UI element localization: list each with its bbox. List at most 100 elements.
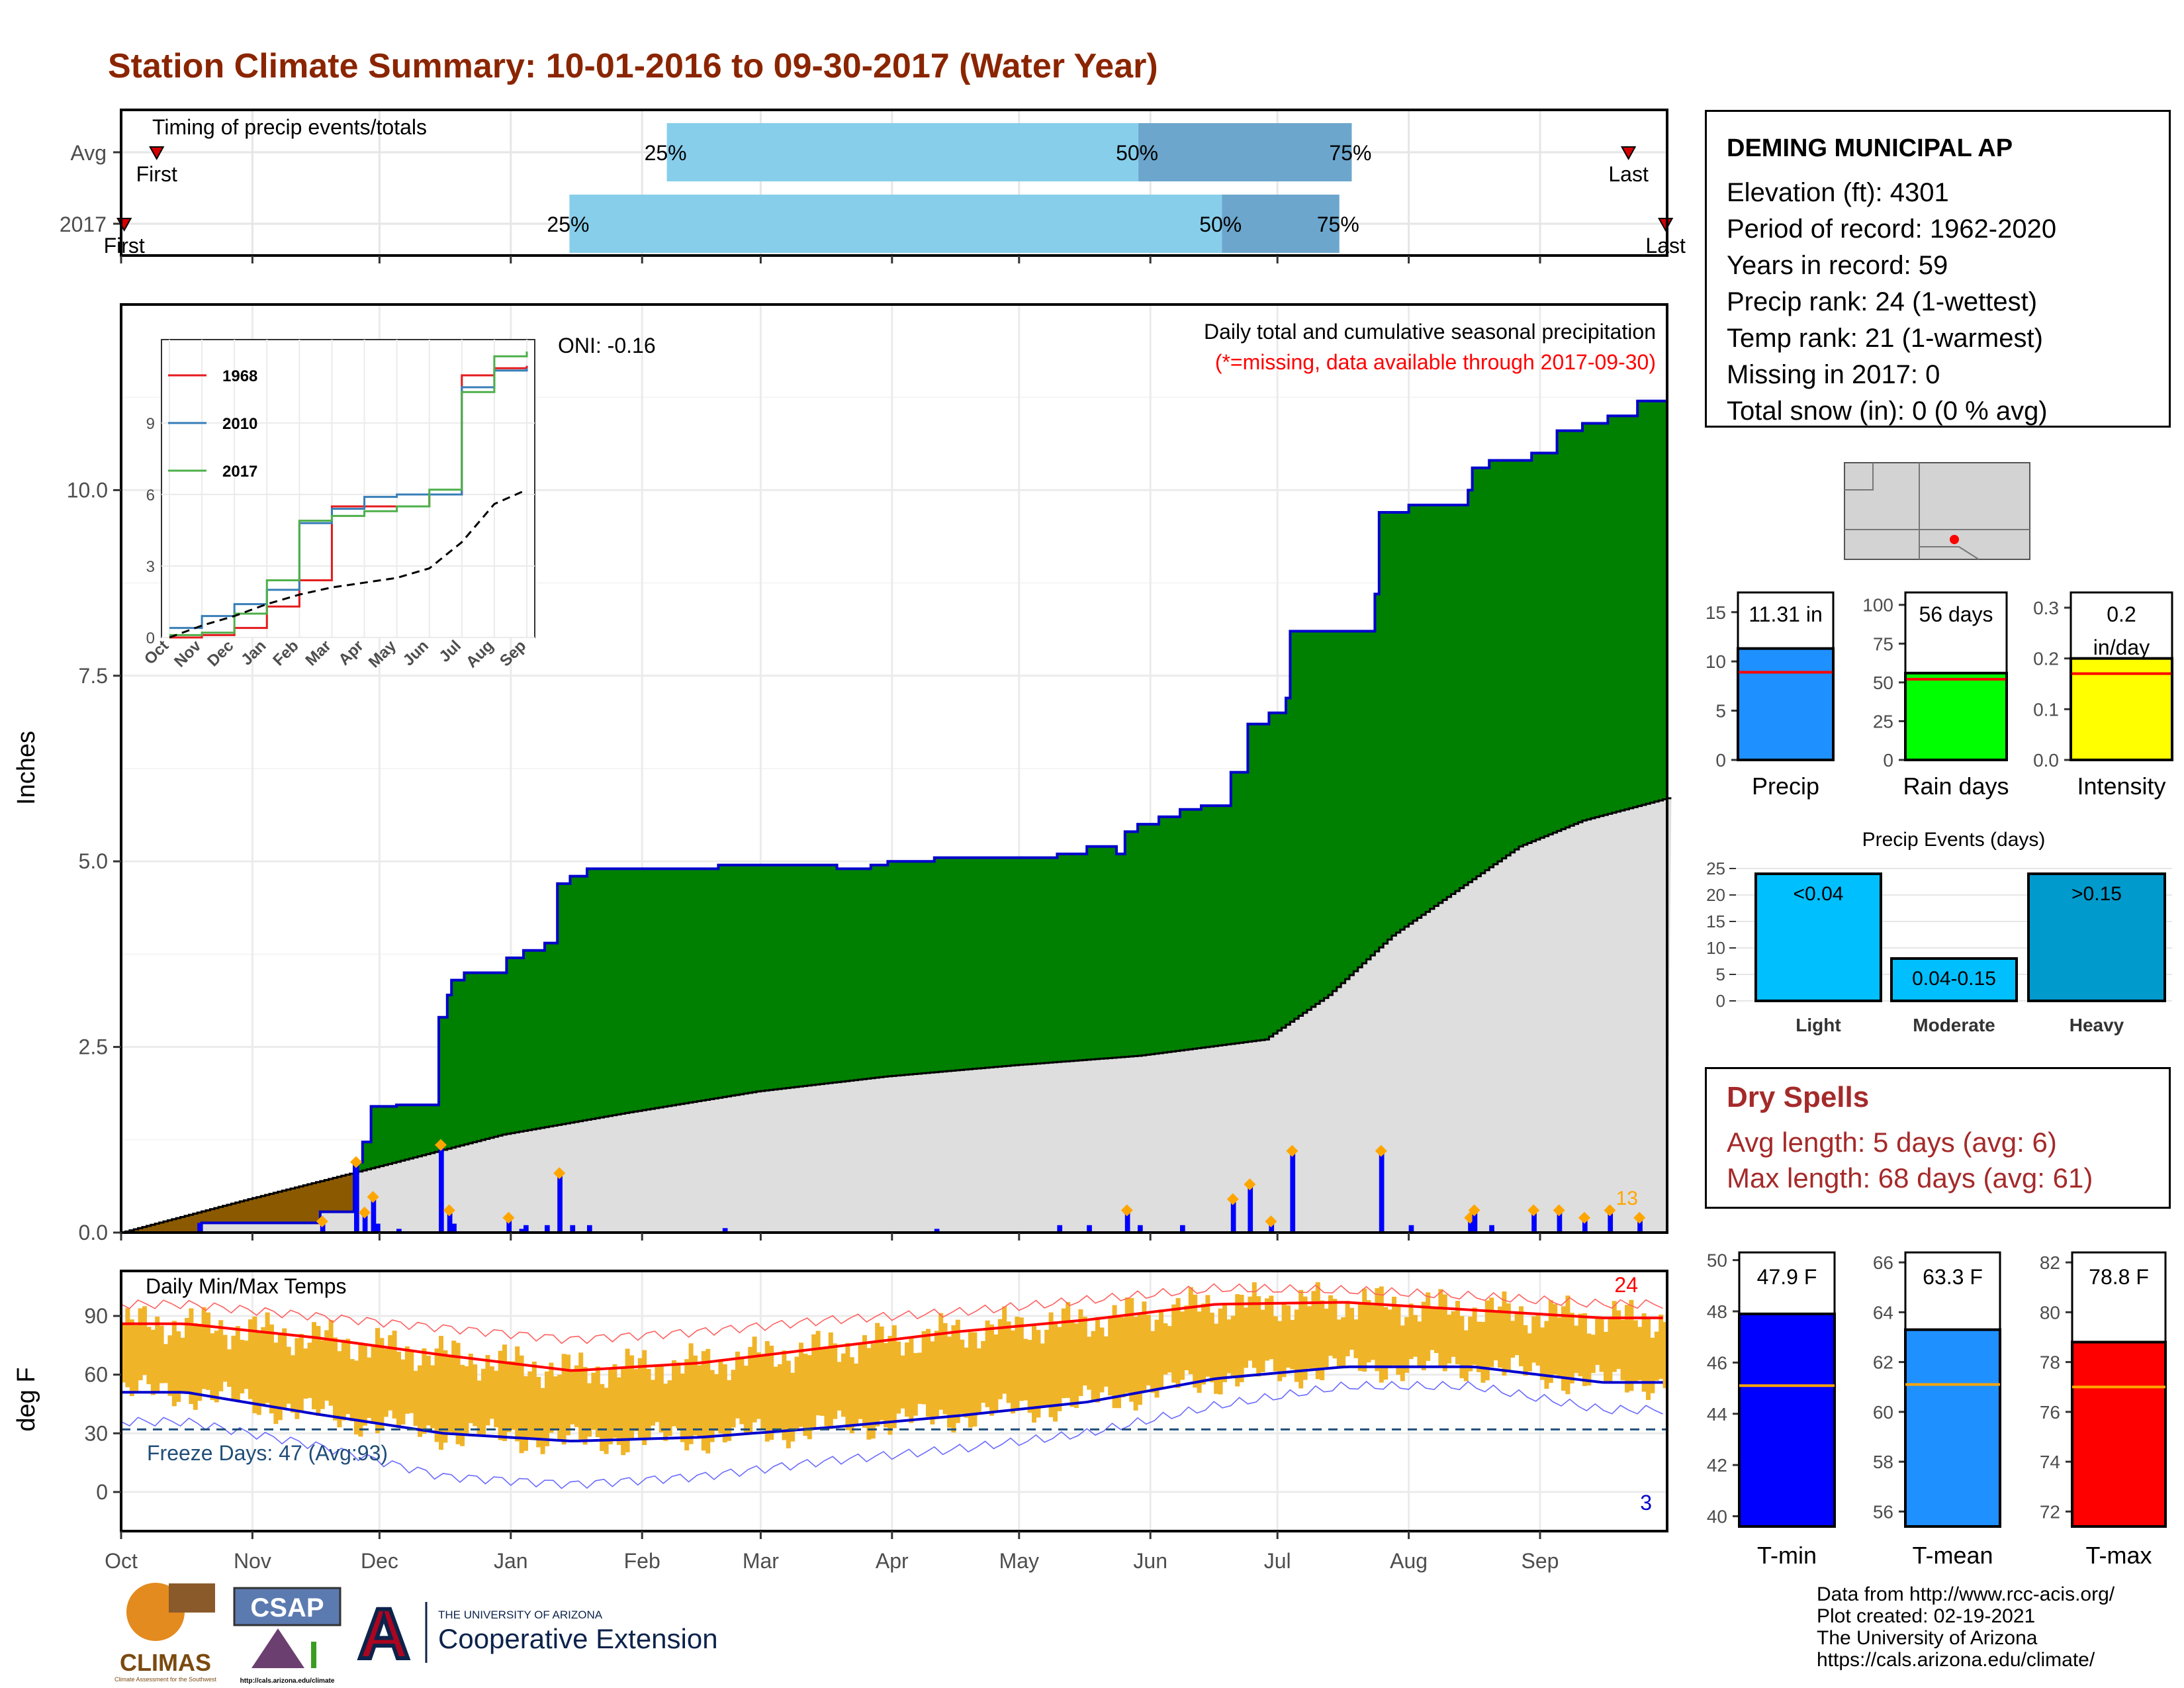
daily-temp-bar: [1371, 1305, 1375, 1360]
daily-temp-bar: [1493, 1312, 1498, 1361]
ua-logo-line1: THE UNIVERSITY OF ARIZONA: [438, 1609, 603, 1621]
daily-temp-bar: [1277, 1321, 1283, 1382]
daily-temp-bar: [1413, 1315, 1418, 1357]
daily-temp-bar: [1226, 1319, 1232, 1374]
daily-precip-bar: [1269, 1221, 1275, 1233]
daily-temp-bar: [663, 1383, 668, 1441]
rain-days-value-label: 56 days: [1919, 602, 1993, 626]
daily-precip-bar: [375, 1223, 381, 1233]
daily-temp-bar: [1396, 1307, 1401, 1375]
daily-temp-bar: [333, 1337, 338, 1421]
daily-temp-bar: [1269, 1295, 1274, 1360]
daily-temp-bar: [553, 1376, 558, 1431]
daily-temp-bar: [477, 1380, 482, 1436]
daily-temp-bar: [1345, 1301, 1350, 1356]
daily-precip-bar: [570, 1225, 576, 1233]
temp-summary-value-label: 47.9 F: [1757, 1265, 1817, 1289]
daily-temp-bar: [180, 1337, 185, 1392]
daily-temp-bar: [409, 1351, 414, 1413]
daily-temp-bar: [1087, 1336, 1092, 1390]
daily-temp-bar: [171, 1321, 177, 1407]
daily-temp-bar: [1341, 1317, 1346, 1368]
daily-temp-bar: [942, 1323, 948, 1415]
daily-temp-bar: [1569, 1313, 1574, 1383]
daily-temp-bar: [917, 1352, 923, 1404]
inset-panel-bg: [161, 339, 535, 638]
daily-temp-bar: [1442, 1294, 1447, 1372]
daily-temp-bar: [997, 1319, 1003, 1399]
daily-temp-bar: [1124, 1297, 1130, 1393]
daily-temp-bar: [837, 1362, 842, 1411]
daily-temp-bar: [1400, 1325, 1405, 1382]
heavy-event-marker: [316, 1215, 328, 1228]
precip-events-bar-label: 0.04-0.15: [1912, 968, 1996, 990]
daily-precip-bar: [1582, 1217, 1588, 1233]
daily-temp-bar: [1311, 1291, 1316, 1370]
daily-temp-bar: [1332, 1299, 1338, 1359]
daily-precip-bar: [557, 1173, 563, 1233]
daily-temp-bar: [697, 1365, 702, 1439]
record-max-line: [120, 1283, 1663, 1344]
daily-temp-bar: [1205, 1295, 1210, 1377]
daily-temp-bar: [150, 1329, 156, 1395]
daily-temp-bar: [591, 1372, 596, 1430]
precip-panel-title: Daily total and cumulative seasonal prec…: [1204, 320, 1656, 344]
daily-temp-bar: [358, 1342, 363, 1437]
daily-temp-bar: [379, 1338, 385, 1430]
intensity-y-tick-label: 0.0: [2033, 750, 2059, 771]
daily-temp-bar: [718, 1359, 723, 1434]
daily-temp-bar: [328, 1319, 334, 1406]
daily-temp-bar: [1315, 1282, 1320, 1380]
daily-precip-bar: [354, 1162, 359, 1233]
daily-temp-bar: [1451, 1311, 1456, 1357]
inset-y-tick-label: 9: [146, 415, 155, 433]
daily-temp-bar: [439, 1336, 443, 1450]
daily-temp-bar: [273, 1342, 279, 1425]
daily-precip-bar: [1408, 1225, 1414, 1233]
heavy-event-marker: [358, 1206, 371, 1219]
daily-temp-bar: [1646, 1318, 1651, 1400]
daily-temp-bar: [1103, 1336, 1109, 1387]
daily-precip-bar: [545, 1225, 550, 1233]
daily-temp-bar: [1032, 1324, 1036, 1423]
daily-precip-bar: [396, 1229, 402, 1233]
daily-temp-bar: [1197, 1311, 1202, 1393]
daily-temp-bar: [1633, 1320, 1638, 1382]
daily-precip-bar: [320, 1221, 326, 1233]
temp-summary-y-tick-label: 64: [1873, 1302, 1893, 1323]
daily-temp-bar: [900, 1355, 905, 1409]
record-max-count: 24: [1614, 1273, 1638, 1297]
daily-temp-bar: [1163, 1323, 1168, 1375]
daily-temp-bar: [1477, 1321, 1481, 1372]
precip-events-bar: [2027, 872, 2166, 1002]
inset-legend-label: 1968: [222, 367, 257, 385]
daily-temp-bar: [891, 1325, 897, 1429]
daily-temp-bar: [1625, 1305, 1629, 1393]
daily-temp-bar: [947, 1336, 952, 1428]
inset-series-line: [169, 352, 528, 636]
daily-temp-bar: [637, 1358, 643, 1438]
precip-events-x-label: Heavy: [2070, 1015, 2124, 1035]
daily-temp-bar: [578, 1352, 584, 1440]
daily-temp-bar: [1565, 1295, 1570, 1395]
daily-temp-bar: [862, 1335, 867, 1428]
temp-summary-y-tick-label: 72: [2040, 1501, 2060, 1522]
daily-temp-bar: [1040, 1343, 1045, 1407]
credit-source: Data from http://www.rcc-acis.org/: [1817, 1583, 2115, 1605]
credit-org: The University of Arizona: [1817, 1627, 2038, 1649]
daily-temp-bar: [163, 1344, 168, 1383]
precip-events-y-tick-label: 25: [1706, 859, 1725, 878]
daily-temp-bar: [1586, 1333, 1592, 1385]
daily-temp-bar: [235, 1326, 240, 1403]
daily-precip-bar: [1472, 1210, 1478, 1233]
daily-temp-bar: [244, 1340, 249, 1389]
temp-summary-y-tick-label: 46: [1707, 1352, 1727, 1373]
station-years: Years in record: 59: [1727, 251, 1948, 280]
climas-logo-shape: [169, 1583, 215, 1613]
daily-temp-bar: [1459, 1316, 1465, 1378]
rain-days-y-tick-label: 75: [1873, 633, 1893, 654]
precip-events-bar-label: <0.04: [1794, 883, 1844, 905]
daily-temp-bar: [1188, 1287, 1193, 1374]
avg-cumulative-line: [121, 797, 1672, 1234]
daily-temp-bar: [536, 1377, 541, 1448]
